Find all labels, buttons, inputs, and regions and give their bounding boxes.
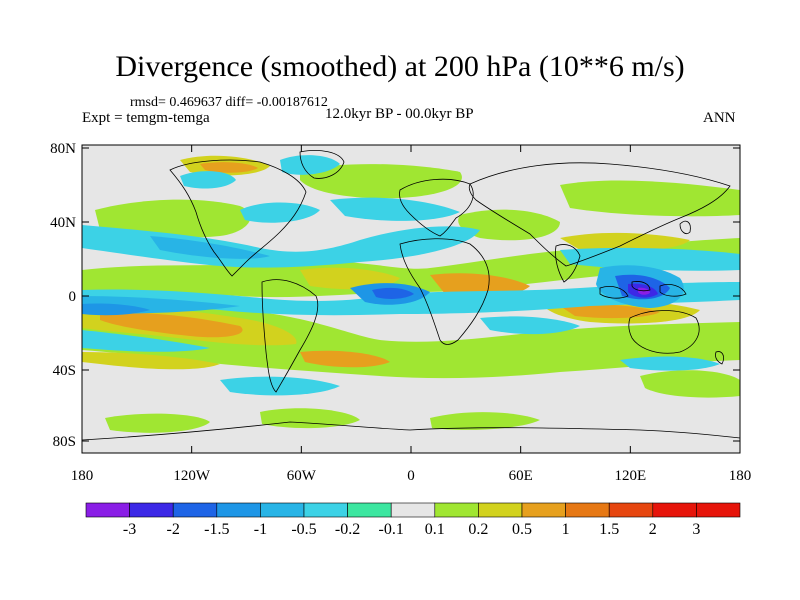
colorbar-box — [521, 502, 566, 518]
field-region — [560, 232, 690, 252]
coastlines — [82, 150, 740, 441]
colorbar-label: 1.5 — [599, 521, 619, 538]
lon-label: 180 — [71, 468, 94, 484]
colorbar-box — [478, 502, 523, 518]
field-region — [560, 180, 740, 217]
lat-label: 80N — [50, 141, 76, 157]
coastline — [399, 238, 490, 345]
field-region — [640, 370, 740, 398]
divergence-field — [82, 155, 740, 433]
field-region — [458, 209, 560, 241]
colorbar-box — [652, 502, 697, 518]
colorbar-label: 0.2 — [468, 521, 488, 538]
colorbar-box — [216, 502, 261, 518]
colorbar-box — [172, 502, 218, 518]
lon-label: 60W — [287, 468, 317, 484]
coastline — [659, 284, 687, 297]
field-region — [82, 330, 210, 352]
colorbar-label: 1 — [562, 521, 570, 538]
field-region — [620, 356, 720, 371]
field-region — [100, 312, 243, 338]
field-region — [260, 408, 360, 429]
colorbar-box — [434, 502, 479, 518]
field-region — [560, 247, 740, 271]
experiment-label: Expt = temgm-temga — [82, 110, 210, 126]
colorbar-label: -0.2 — [335, 521, 360, 538]
lon-label: 60E — [509, 468, 533, 484]
field-region — [300, 350, 390, 368]
colorbar-label: -1 — [254, 521, 267, 538]
colorbar-label: 0.1 — [425, 521, 445, 538]
field-region — [105, 413, 210, 433]
lat-label: 40S — [53, 363, 76, 379]
lon-label: 180 — [729, 468, 752, 484]
field-region — [82, 303, 150, 316]
colorbar-label: -0.5 — [291, 521, 316, 538]
field-region — [82, 225, 480, 268]
longitude-axis: 180 120W 60W 0 60E 120E 180 — [71, 145, 752, 484]
lat-label: 0 — [69, 289, 77, 305]
coastline — [82, 421, 740, 441]
colorbar: -3 -2 -1.5 -1 -0.5 -0.2 -0.1 0.1 0.2 0.5 1 1.5 2 3 — [85, 502, 741, 538]
field-region — [280, 155, 340, 175]
field-region — [300, 164, 462, 199]
latitude-axis: 80N 40N 0 40S 80S — [50, 141, 740, 450]
colorbar-box — [696, 502, 741, 518]
colorbar-box — [608, 502, 654, 518]
coastline — [468, 162, 731, 267]
coastline — [399, 178, 474, 237]
map-title: Divergence (smoothed) at 200 hPa (10**6 … — [115, 50, 685, 83]
coastline — [631, 281, 651, 292]
lon-label: 120E — [614, 468, 646, 484]
field-region — [240, 202, 320, 223]
lon-label: 120W — [173, 468, 211, 484]
colorbar-label: -0.1 — [379, 521, 404, 538]
coastline — [261, 279, 319, 393]
field-region — [180, 171, 236, 189]
stats-text: rmsd= 0.469637 diff= -0.00187612 — [130, 95, 328, 110]
colorbar-box — [260, 502, 305, 518]
lat-label: 80S — [53, 434, 76, 450]
field-region — [150, 236, 270, 259]
colorbar-box — [347, 502, 392, 518]
period-label: 12.0kyr BP - 00.0kyr BP — [325, 106, 474, 122]
colorbar-box — [129, 502, 174, 518]
colorbar-label: -2 — [167, 521, 180, 538]
field-region — [330, 197, 460, 221]
coastline — [299, 150, 345, 179]
field-region — [638, 287, 650, 295]
field-region — [430, 412, 540, 430]
colorbar-label: -3 — [123, 521, 136, 538]
field-region — [82, 352, 220, 370]
coastline — [715, 351, 724, 365]
coastline — [555, 244, 581, 283]
colorbar-box — [390, 502, 436, 518]
field-region — [372, 287, 414, 299]
coastline — [679, 220, 691, 234]
colorbar-label: -1.5 — [204, 521, 229, 538]
field-region — [200, 162, 258, 173]
field-region — [95, 199, 251, 238]
coastline — [599, 286, 629, 299]
colorbar-box — [565, 502, 610, 518]
lat-label: 40N — [50, 215, 76, 231]
field-region — [480, 316, 580, 335]
lon-label: 0 — [407, 468, 415, 484]
coastline — [628, 310, 700, 354]
colorbar-label: 2 — [649, 521, 657, 538]
field-region — [560, 304, 660, 319]
colorbar-box — [85, 502, 130, 518]
colorbar-box — [303, 502, 348, 518]
season-label: ANN — [703, 110, 736, 126]
colorbar-label: 3 — [692, 521, 700, 538]
colorbar-label: 0.5 — [512, 521, 532, 538]
coastline — [169, 159, 307, 277]
